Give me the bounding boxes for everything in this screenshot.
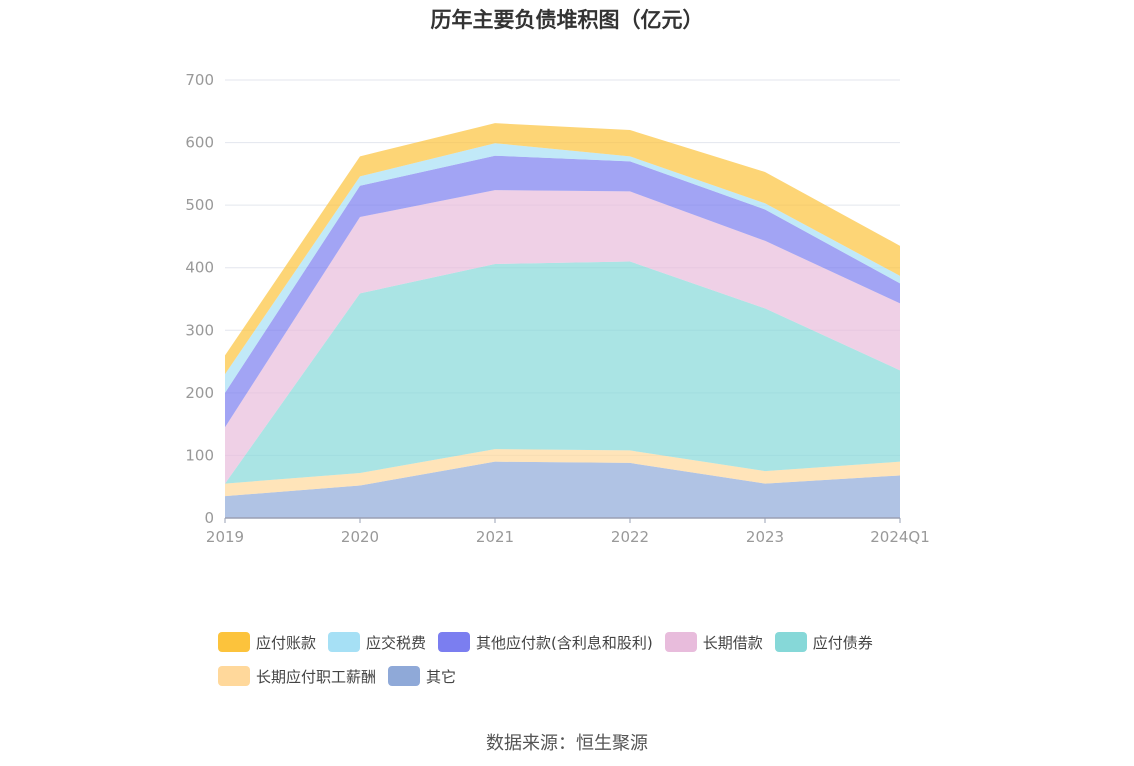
x-tick-label: 2024Q1 [870, 528, 930, 546]
area-series-长期借款 [225, 190, 900, 484]
legend-label: 长期借款 [702, 633, 763, 652]
legend-label: 应付账款 [256, 633, 317, 652]
legend-label: 其它 [426, 667, 457, 686]
legend-item[interactable]: 其它 [388, 664, 456, 688]
axes: 0 100 200 300 400 500 600 700 2019 2020 2021 2022 20… [185, 71, 929, 546]
y-tick-label: 400 [185, 259, 214, 277]
x-tick-label: 2023 [746, 528, 784, 546]
data-source: 数据来源：恒生聚源 [486, 733, 648, 754]
y-tick-label: 500 [185, 196, 214, 214]
legend-swatch [664, 632, 697, 652]
y-tick-label: 700 [185, 71, 214, 89]
y-tick-label: 200 [185, 384, 214, 402]
legend: 应付账款 应交税费 其他应付款(含利息和股利) 长期借款 应付债券长期应付职工薪酬 其它 [218, 630, 938, 688]
area-series-应付债券 [225, 261, 900, 484]
stacked-area-chart: 0 100 200 300 400 500 600 700 2019 2020 2021 2022 20… [185, 71, 929, 546]
legend-label: 其他应付款(含利息和股利) [476, 633, 653, 652]
x-tick-label: 2020 [341, 528, 379, 546]
legend-swatch [218, 632, 250, 652]
y-tick-label: 100 [185, 446, 214, 464]
y-tick-label: 600 [185, 134, 214, 152]
chart-title: 历年主要负债堆积图（亿元） [430, 8, 704, 32]
legend-item[interactable]: 应付账款 [218, 630, 316, 654]
y-tick-label: 0 [204, 509, 214, 527]
y-tick-label: 300 [185, 321, 214, 339]
legend-item[interactable]: 长期应付职工薪酬 [218, 664, 376, 688]
area-series-应付账款 [225, 123, 900, 375]
area-series [225, 123, 900, 518]
legend-label: 应交税费 [366, 633, 427, 652]
legend-label: 长期应付职工薪酬 [256, 667, 377, 686]
legend-swatch [218, 666, 250, 686]
area-series-长期应付职工薪酬 [225, 449, 900, 497]
x-tick-label: 2019 [206, 528, 244, 546]
legend-item[interactable]: 其他应付款(含利息和股利) [438, 630, 653, 654]
legend-item[interactable]: 应交税费 [328, 630, 426, 654]
legend-swatch [774, 632, 807, 652]
area-series-其它 [225, 461, 900, 518]
legend-swatch [438, 632, 471, 652]
x-tick-label: 2021 [476, 528, 514, 546]
legend-item[interactable]: 长期借款 [664, 630, 763, 654]
legend-label: 应付债券 [812, 633, 873, 652]
area-series-其他应付款(含利息和股利) [225, 155, 900, 428]
legend-swatch [388, 666, 421, 686]
x-tick-label: 2022 [611, 528, 649, 546]
legend-item[interactable]: 应付债券 [774, 630, 873, 654]
legend-swatch [328, 632, 361, 652]
